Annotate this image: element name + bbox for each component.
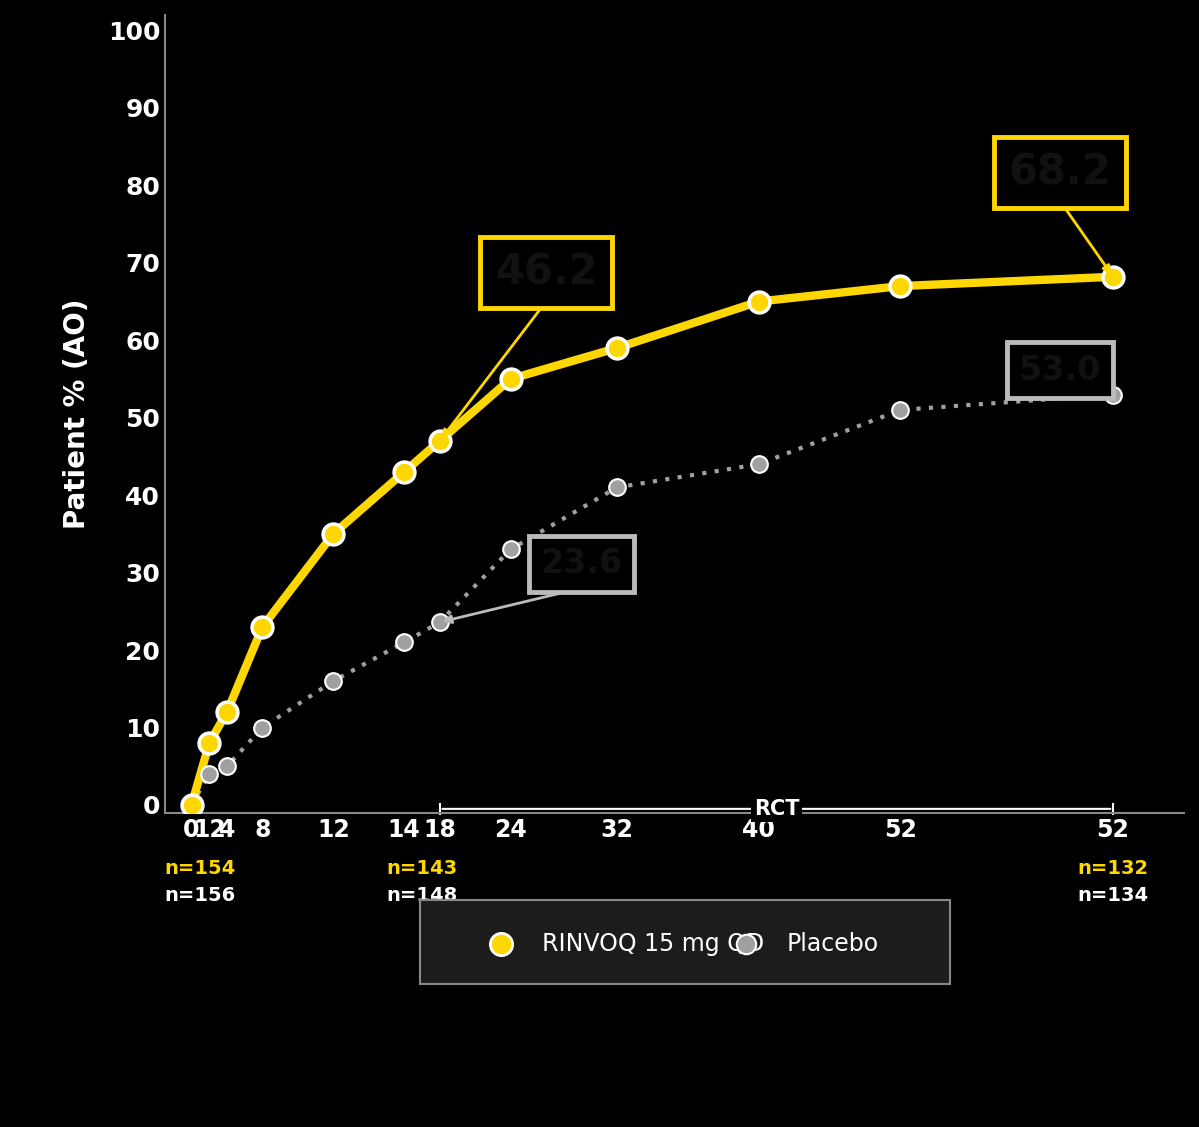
Text: n=148: n=148 — [386, 886, 458, 905]
Text: 68.2: 68.2 — [1008, 151, 1111, 193]
Text: n=132: n=132 — [1078, 859, 1149, 878]
Text: n=134: n=134 — [1078, 886, 1149, 905]
X-axis label: Time (weeks): Time (weeks) — [560, 919, 790, 947]
FancyBboxPatch shape — [420, 900, 950, 984]
Text: 46.2: 46.2 — [495, 251, 597, 294]
Text: n=143: n=143 — [386, 859, 458, 878]
Text: Placebo: Placebo — [787, 932, 879, 957]
Text: 23.6: 23.6 — [541, 548, 622, 580]
Y-axis label: Patient % (AO): Patient % (AO) — [64, 299, 91, 529]
Text: n=156: n=156 — [164, 886, 236, 905]
Text: RCT: RCT — [754, 799, 800, 819]
Text: 53.0: 53.0 — [1019, 354, 1101, 387]
Text: RINVOQ 15 mg QD: RINVOQ 15 mg QD — [542, 932, 764, 957]
Text: n=154: n=154 — [164, 859, 236, 878]
